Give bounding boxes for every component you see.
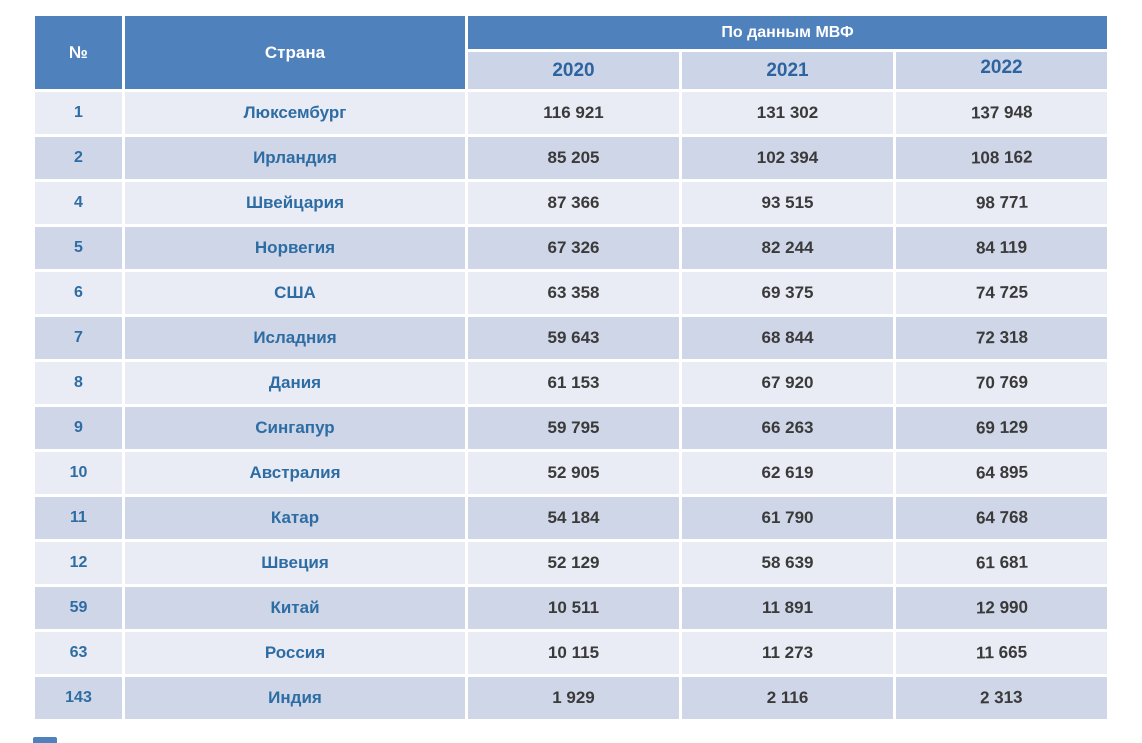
value-2022-cell: 69 129 xyxy=(896,407,1107,449)
country-cell: Норвегия xyxy=(125,227,465,269)
value-2020-cell: 67 326 xyxy=(468,227,679,269)
value-2021-cell: 102 394 xyxy=(682,137,893,179)
value-2022-cell: 64 768 xyxy=(896,497,1107,539)
header-row-group: № Страна По данным МВФ xyxy=(35,16,1107,89)
country-cell: Швеция xyxy=(125,542,465,584)
value-2020-cell: 59 795 xyxy=(468,407,679,449)
value-2021-cell: 93 515 xyxy=(682,182,893,224)
column-header-number: № xyxy=(35,16,122,89)
country-cell: США xyxy=(125,272,465,314)
country-cell: Индия xyxy=(125,677,465,719)
imf-gdp-table-container: № Страна По данным МВФ 2020 2021 2022 1 … xyxy=(32,13,1110,722)
country-cell: Дания xyxy=(125,362,465,404)
value-2021-cell: 61 790 xyxy=(682,497,893,539)
rank-cell: 11 xyxy=(35,497,122,539)
column-header-2022: 2022 xyxy=(896,52,1107,89)
rank-cell: 59 xyxy=(35,587,122,629)
country-cell: Швейцария xyxy=(125,182,465,224)
bottom-edge-shape xyxy=(33,737,57,743)
value-2022-cell: 137 948 xyxy=(896,92,1107,134)
country-cell: Россия xyxy=(125,632,465,674)
rank-cell: 7 xyxy=(35,317,122,359)
rank-cell: 5 xyxy=(35,227,122,269)
value-2022-cell: 12 990 xyxy=(896,587,1107,629)
imf-gdp-table: № Страна По данным МВФ 2020 2021 2022 1 … xyxy=(32,13,1110,722)
table-row: 59 Китай 10 511 11 891 12 990 xyxy=(35,587,1107,629)
value-2022-cell: 84 119 xyxy=(896,227,1107,269)
country-cell: Люксембург xyxy=(125,92,465,134)
table-row: 5 Норвегия 67 326 82 244 84 119 xyxy=(35,227,1107,269)
value-2022-cell: 74 725 xyxy=(896,272,1107,314)
table-row: 11 Катар 54 184 61 790 64 768 xyxy=(35,497,1107,539)
value-2022-cell: 61 681 xyxy=(896,542,1107,584)
rank-cell: 12 xyxy=(35,542,122,584)
column-header-country: Страна xyxy=(125,16,465,89)
column-header-2020: 2020 xyxy=(468,52,679,89)
header-row-years: 2020 2021 2022 xyxy=(35,52,1107,89)
table-row: 2 Ирландия 85 205 102 394 108 162 xyxy=(35,137,1107,179)
value-2021-cell: 69 375 xyxy=(682,272,893,314)
value-2021-cell: 82 244 xyxy=(682,227,893,269)
rank-cell: 4 xyxy=(35,182,122,224)
value-2020-cell: 52 905 xyxy=(468,452,679,494)
value-2022-cell: 64 895 xyxy=(896,452,1107,494)
country-cell: Катар xyxy=(125,497,465,539)
column-header-2021: 2021 xyxy=(682,52,893,89)
rank-cell: 8 xyxy=(35,362,122,404)
value-2020-cell: 63 358 xyxy=(468,272,679,314)
value-2020-cell: 116 921 xyxy=(468,92,679,134)
value-2020-cell: 10 115 xyxy=(468,632,679,674)
value-2021-cell: 66 263 xyxy=(682,407,893,449)
table-row: 4 Швейцария 87 366 93 515 98 771 xyxy=(35,182,1107,224)
table-row: 12 Швеция 52 129 58 639 61 681 xyxy=(35,542,1107,584)
value-2021-cell: 131 302 xyxy=(682,92,893,134)
rank-cell: 9 xyxy=(35,407,122,449)
column-group-header-imf: По данным МВФ xyxy=(468,16,1107,49)
rank-cell: 63 xyxy=(35,632,122,674)
country-cell: Австралия xyxy=(125,452,465,494)
rank-cell: 6 xyxy=(35,272,122,314)
country-cell: Сингапур xyxy=(125,407,465,449)
value-2020-cell: 61 153 xyxy=(468,362,679,404)
value-2022-cell: 108 162 xyxy=(896,137,1107,179)
table-row: 9 Сингапур 59 795 66 263 69 129 xyxy=(35,407,1107,449)
table-row: 10 Австралия 52 905 62 619 64 895 xyxy=(35,452,1107,494)
value-2020-cell: 87 366 xyxy=(468,182,679,224)
rank-cell: 143 xyxy=(35,677,122,719)
table-row: 143 Индия 1 929 2 116 2 313 xyxy=(35,677,1107,719)
table-row: 63 Россия 10 115 11 273 11 665 xyxy=(35,632,1107,674)
value-2021-cell: 68 844 xyxy=(682,317,893,359)
value-2021-cell: 2 116 xyxy=(682,677,893,719)
table-row: 1 Люксембург 116 921 131 302 137 948 xyxy=(35,92,1107,134)
country-cell: Китай xyxy=(125,587,465,629)
country-cell: Ирландия xyxy=(125,137,465,179)
value-2021-cell: 62 619 xyxy=(682,452,893,494)
value-2020-cell: 59 643 xyxy=(468,317,679,359)
value-2022-cell: 11 665 xyxy=(896,632,1107,674)
value-2020-cell: 85 205 xyxy=(468,137,679,179)
value-2021-cell: 58 639 xyxy=(682,542,893,584)
value-2020-cell: 10 511 xyxy=(468,587,679,629)
value-2020-cell: 54 184 xyxy=(468,497,679,539)
value-2020-cell: 52 129 xyxy=(468,542,679,584)
country-cell: Исладния xyxy=(125,317,465,359)
value-2022-cell: 98 771 xyxy=(896,182,1107,224)
table-row: 7 Исладния 59 643 68 844 72 318 xyxy=(35,317,1107,359)
value-2021-cell: 11 273 xyxy=(682,632,893,674)
value-2021-cell: 11 891 xyxy=(682,587,893,629)
table-row: 8 Дания 61 153 67 920 70 769 xyxy=(35,362,1107,404)
value-2021-cell: 67 920 xyxy=(682,362,893,404)
value-2022-cell: 70 769 xyxy=(896,362,1107,404)
table-row: 6 США 63 358 69 375 74 725 xyxy=(35,272,1107,314)
rank-cell: 1 xyxy=(35,92,122,134)
rank-cell: 2 xyxy=(35,137,122,179)
value-2022-cell: 2 313 xyxy=(896,677,1107,719)
value-2022-cell: 72 318 xyxy=(896,317,1107,359)
rank-cell: 10 xyxy=(35,452,122,494)
value-2020-cell: 1 929 xyxy=(468,677,679,719)
